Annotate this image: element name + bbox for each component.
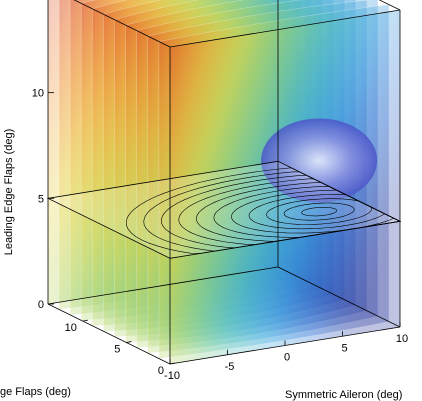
contour-line xyxy=(283,202,355,221)
y-axis-label: ge Flaps (deg) xyxy=(0,386,71,398)
x-axis-label: Symmetric Aileron (deg) xyxy=(285,389,402,401)
x-tick-label: -5 xyxy=(225,361,235,373)
contour-line xyxy=(248,194,385,230)
x-tick-label: 0 xyxy=(284,352,290,364)
x-tick-label: -10 xyxy=(164,370,180,382)
contour-line xyxy=(266,198,373,225)
y-tick-label: 5 xyxy=(114,344,120,356)
y-tick xyxy=(126,341,132,343)
box-edge xyxy=(169,9,401,48)
x-tick-label: 10 xyxy=(396,333,408,345)
axes-box xyxy=(47,0,401,365)
contour-line xyxy=(231,189,395,234)
minimum-region xyxy=(261,118,378,203)
y-tick xyxy=(169,362,176,365)
x-tick-label: 5 xyxy=(341,342,347,354)
box-edge xyxy=(277,266,401,328)
y-tick xyxy=(82,319,88,322)
slice-planes xyxy=(47,0,401,365)
box-edge xyxy=(47,303,171,365)
contour-line xyxy=(301,207,338,217)
box-edge xyxy=(73,0,171,48)
z-tick-label: 10 xyxy=(32,88,44,100)
z-axis-label: Leading Edge Flaps (deg) xyxy=(3,129,15,256)
contour-line xyxy=(125,167,401,254)
y-tick-label: 10 xyxy=(65,322,77,334)
y-tick-label: 0 xyxy=(158,365,164,377)
box-edge xyxy=(47,266,279,305)
z-tick-label: 5 xyxy=(38,193,44,205)
z-tick-label: 0 xyxy=(38,299,44,311)
